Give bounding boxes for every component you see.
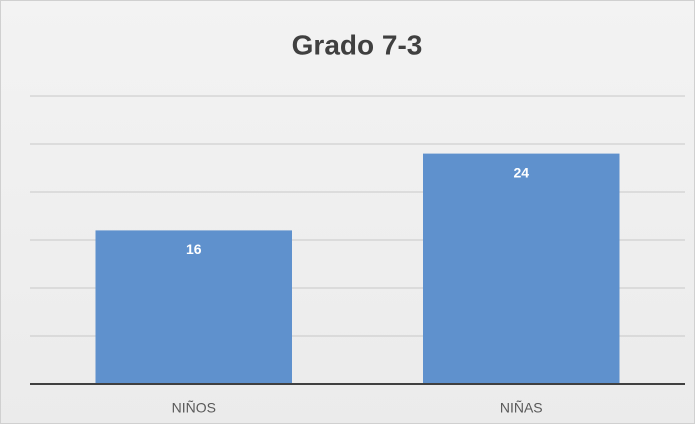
data-label: 24 [513,164,529,180]
x-tick-label: NIÑAS [500,400,543,416]
x-tick-label: NIÑOS [172,400,216,416]
data-label: 16 [186,241,202,257]
chart-title: Grado 7-3 [292,29,423,60]
bar [423,153,620,384]
bar [95,230,292,384]
